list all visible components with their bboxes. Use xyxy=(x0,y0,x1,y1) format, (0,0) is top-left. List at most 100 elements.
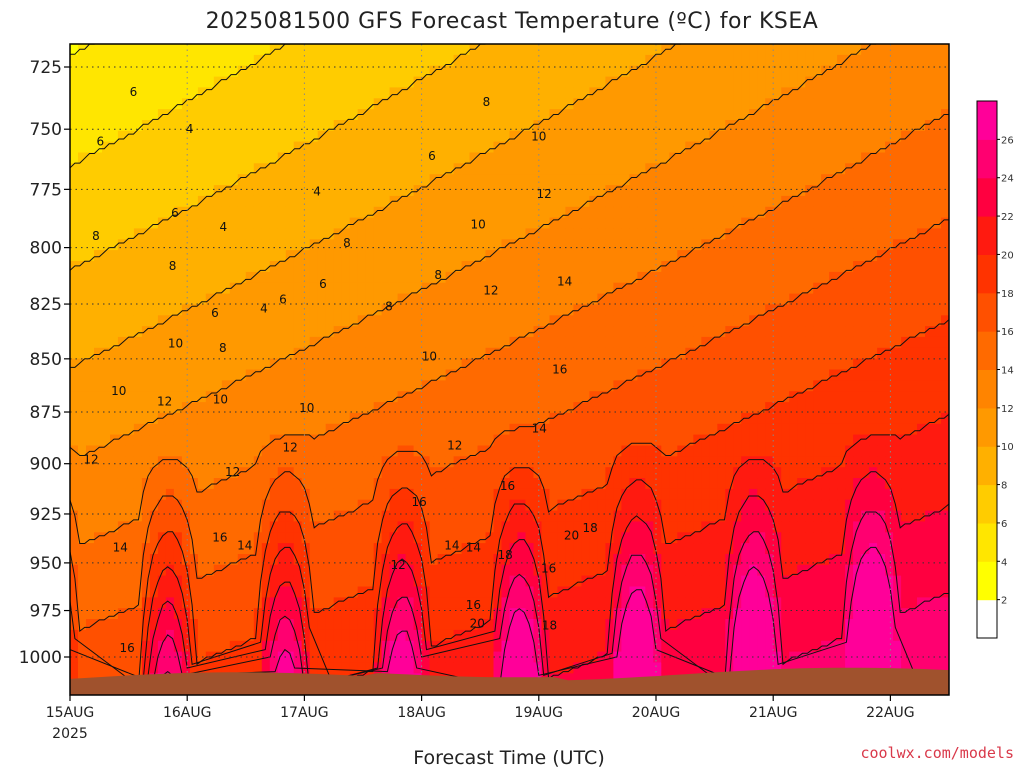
temperature-cell xyxy=(709,586,718,598)
temperature-cell xyxy=(293,336,303,349)
temperature-cell xyxy=(325,510,335,522)
temperature-cell xyxy=(621,629,630,642)
temperature-cell xyxy=(621,412,630,425)
temperature-cell xyxy=(389,163,399,175)
temperature-cell xyxy=(237,478,247,490)
temperature-cell xyxy=(549,87,559,99)
temperature-cell xyxy=(237,54,247,67)
temperature-cell xyxy=(70,358,79,370)
temperature-cell xyxy=(549,391,559,403)
temperature-cell xyxy=(397,206,407,219)
temperature-cell xyxy=(149,412,159,425)
temperature-cell xyxy=(309,488,319,501)
temperature-cell xyxy=(86,510,95,522)
temperature-cell xyxy=(717,271,726,284)
temperature-cell xyxy=(717,629,726,642)
temperature-cell xyxy=(94,488,103,501)
temperature-cell xyxy=(613,640,622,653)
temperature-cell xyxy=(685,456,694,468)
temperature-cell xyxy=(421,510,431,522)
temperature-cell xyxy=(605,358,614,370)
temperature-cell xyxy=(261,434,271,446)
temperature-cell xyxy=(293,217,303,229)
temperature-cell xyxy=(461,98,471,110)
temperature-cell xyxy=(141,456,151,468)
temperature-cell xyxy=(549,467,559,479)
temperature-cell xyxy=(461,174,471,186)
temperature-cell xyxy=(189,44,199,56)
temperature-cell xyxy=(261,239,271,251)
temperature-cell xyxy=(189,109,199,121)
temperature-cell xyxy=(429,412,439,425)
temperature-cell xyxy=(677,662,686,674)
temperature-cell xyxy=(253,564,263,577)
temperature-cell xyxy=(541,662,551,674)
temperature-cell xyxy=(669,44,678,56)
temperature-cell xyxy=(389,651,399,663)
temperature-cell xyxy=(429,163,439,175)
temperature-cell xyxy=(709,152,718,164)
temperature-cell xyxy=(573,217,582,229)
temperature-cell xyxy=(637,228,646,240)
temperature-cell xyxy=(501,380,511,392)
temperature-cell xyxy=(621,228,630,240)
temperature-cell xyxy=(421,54,431,67)
temperature-cell xyxy=(613,651,622,663)
temperature-cell xyxy=(485,87,495,99)
temperature-cell xyxy=(485,402,495,414)
temperature-cell xyxy=(245,217,255,229)
temperature-cell xyxy=(717,434,726,446)
temperature-cell xyxy=(285,109,295,121)
temperature-cell xyxy=(605,109,614,121)
temperature-cell xyxy=(717,98,726,110)
temperature-cell xyxy=(117,402,127,414)
temperature-cell xyxy=(333,315,343,327)
temperature-cell xyxy=(213,141,223,153)
temperature-cell xyxy=(221,315,231,327)
temperature-cell xyxy=(70,640,79,653)
temperature-cell xyxy=(573,532,582,544)
temperature-cell xyxy=(205,87,215,99)
temperature-cell xyxy=(437,347,447,360)
temperature-cell xyxy=(565,358,574,370)
temperature-cell xyxy=(253,467,263,479)
temperature-cell xyxy=(477,380,487,392)
temperature-cell xyxy=(149,434,159,446)
temperature-cell xyxy=(645,347,654,360)
temperature-cell xyxy=(317,304,327,316)
temperature-cell xyxy=(110,141,119,153)
temperature-cell xyxy=(589,293,598,305)
temperature-cell xyxy=(597,478,606,490)
temperature-cell xyxy=(133,651,143,663)
temperature-cell xyxy=(157,488,167,501)
temperature-cell xyxy=(541,434,551,446)
temperature-cell xyxy=(117,271,127,284)
temperature-cell xyxy=(181,467,191,479)
temperature-cell xyxy=(453,326,463,338)
temperature-cell xyxy=(317,358,327,370)
temperature-cell xyxy=(78,239,87,251)
temperature-cell xyxy=(485,499,495,512)
temperature-cell xyxy=(165,304,175,316)
temperature-cell xyxy=(421,109,431,121)
temperature-cell xyxy=(373,109,383,121)
temperature-cell xyxy=(229,640,239,653)
temperature-cell xyxy=(102,423,111,436)
temperature-cell xyxy=(269,423,279,436)
temperature-cell xyxy=(205,239,215,251)
temperature-cell xyxy=(149,250,159,262)
temperature-cell xyxy=(205,250,215,262)
temperature-cell xyxy=(285,586,295,598)
temperature-cell xyxy=(110,391,119,403)
temperature-cell xyxy=(149,467,159,479)
temperature-cell xyxy=(205,499,215,512)
temperature-cell xyxy=(189,521,199,533)
temperature-cell xyxy=(469,434,479,446)
temperature-cell xyxy=(285,239,295,251)
temperature-cell xyxy=(525,261,535,273)
temperature-cell xyxy=(669,445,678,457)
temperature-cell xyxy=(110,358,119,370)
temperature-cell xyxy=(573,521,582,533)
temperature-cell xyxy=(533,304,543,316)
temperature-cell xyxy=(581,488,590,501)
